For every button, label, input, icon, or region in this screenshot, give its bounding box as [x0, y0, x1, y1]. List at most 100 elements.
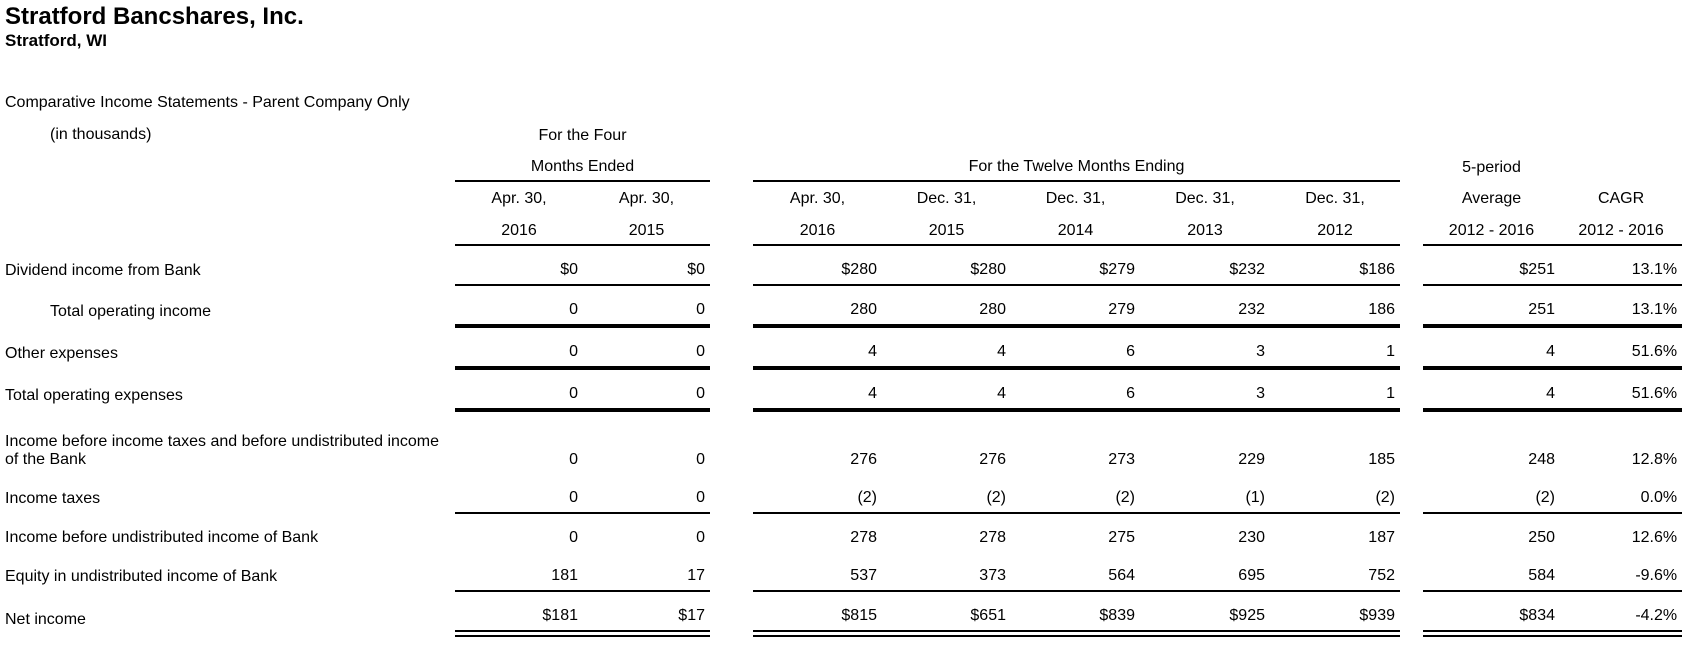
value-cell: $279 [1011, 657, 1140, 663]
value-cell: 4 [882, 326, 1011, 370]
column-header-year: 2016 [455, 212, 583, 246]
value-cell: 51.6% [1560, 326, 1682, 370]
empty-cell [0, 181, 455, 212]
column-header-year: 2012 [1270, 212, 1400, 246]
row-label: Total operating income [50, 303, 211, 321]
value-cell: $925 [1140, 591, 1270, 637]
value-cell: 229 [1238, 451, 1265, 469]
company-name: Stratford Bancshares, Inc. [5, 3, 304, 30]
column-gap [710, 285, 753, 326]
column-header-month: Dec. 31, [916, 190, 977, 208]
column-gap [710, 657, 753, 663]
value-cell: -4.2% [1560, 591, 1682, 637]
row-label: Cash dividends paid [0, 657, 455, 663]
value-cell: 4 [753, 326, 882, 370]
value-cell: $181 [455, 591, 583, 637]
value-cell: 0 [696, 451, 705, 469]
value-cell: 232 [1140, 285, 1270, 328]
value-cell: 564 [1011, 552, 1140, 592]
value-cell: $0 [455, 245, 583, 286]
value-cell: $279 [753, 657, 882, 663]
table-row: Net income $181 $17 $815 $651 $839 $925 $939 $83… [0, 591, 1682, 637]
column-gap [1400, 212, 1423, 245]
column-gap [710, 149, 753, 181]
value-cell: 0 [583, 368, 710, 412]
company-location: Stratford, WI [5, 31, 107, 50]
four-months-group-line1: For the Four [538, 127, 627, 145]
column-gap [710, 410, 753, 474]
twelve-months-group-label: For the Twelve Months Ending [753, 149, 1400, 182]
twelve-months-group-spacer [753, 117, 1400, 149]
column-header-month: Apr. 30, [491, 190, 547, 208]
table-row: Income taxes 0 0 (2) (2) (2) (1) (2) (2) 0.0% [0, 474, 1682, 514]
value-cell: $280 [753, 245, 882, 286]
value-cell: 1 [1270, 368, 1400, 412]
value-cell: 250 [1528, 529, 1555, 547]
table-row: Equity in undistributed income of Bank 18… [0, 552, 1682, 592]
value-cell: 275 [1108, 529, 1135, 547]
column-header-year: 2013 [1140, 212, 1270, 246]
value-cell: $280 [882, 245, 1011, 286]
column-header-month: Dec. 31, [1305, 190, 1365, 208]
row-label: Income before income taxes and before un… [5, 433, 440, 469]
column-gap [1400, 591, 1423, 634]
column-header-year-range: 2012 - 2016 [1560, 212, 1682, 246]
value-cell: $251 [1423, 245, 1560, 286]
value-cell: 6 [1011, 368, 1140, 412]
value-cell: 0 [455, 285, 583, 328]
value-cell: 3 [1140, 326, 1270, 370]
value-cell: 185 [1368, 451, 1395, 469]
value-cell: (1) [1140, 474, 1270, 514]
table-row: Income before undistributed income of Ba… [0, 513, 1682, 552]
column-header-month: Dec. 31, [1175, 190, 1235, 208]
empty-cell [1423, 117, 1560, 149]
value-cell: 373 [882, 552, 1011, 592]
value-cell: 273 [1108, 451, 1135, 469]
column-gap [1400, 368, 1423, 410]
value-cell: 251 [1423, 285, 1560, 328]
row-label: Total operating expenses [5, 387, 183, 405]
column-gap [1400, 117, 1423, 149]
value-cell: 0 [583, 285, 710, 328]
value-cell: 276 [979, 451, 1006, 469]
value-cell: $0 [583, 657, 710, 663]
value-cell: 4 [1423, 326, 1560, 370]
column-header-year-range: 2012 - 2016 [1423, 212, 1560, 246]
row-label: Income taxes [5, 490, 101, 508]
value-cell: $651 [882, 591, 1011, 637]
value-cell: 17 [583, 552, 710, 592]
value-cell: 279 [1011, 285, 1140, 328]
value-cell: $0 [583, 245, 710, 286]
spacer-row [0, 634, 1682, 658]
header-row-years: 2016 2015 2016 2015 2014 2013 2012 2012 … [0, 212, 1682, 246]
column-gap [710, 181, 753, 212]
column-header-average: Average [1461, 190, 1522, 208]
table-row: Total operating income 0 0 280 280 279 232 186 2… [0, 285, 1682, 328]
value-cell: $0 [455, 657, 583, 663]
statement-title-row: Comparative Income Statements - Parent C… [0, 86, 1682, 117]
value-cell: 0 [583, 474, 710, 514]
value-cell: (2) [882, 474, 1011, 514]
table-header: Comparative Income Statements - Parent C… [0, 86, 1682, 246]
value-cell: -9.6% [1560, 552, 1682, 592]
table-row: Dividend income from Bank $0 $0 $280 $280 $27… [0, 245, 1682, 286]
value-cell: 186 [1270, 285, 1400, 328]
header-row-group-top: (in thousands) For the Four [0, 117, 1682, 149]
row-label: Net income [5, 610, 86, 628]
value-cell: 0 [583, 326, 710, 370]
value-cell: (2) [1423, 474, 1560, 514]
row-label: Income before undistributed income of Ba… [5, 529, 319, 547]
column-gap [1400, 513, 1423, 552]
column-header-cagr: CAGR [1597, 190, 1645, 208]
table-row: Other expenses 0 0 4 4 6 3 1 4 51.6% [0, 326, 1682, 370]
value-cell: 4 [753, 368, 882, 412]
column-gap [1400, 657, 1423, 663]
value-cell: $815 [753, 591, 882, 637]
value-cell: 280 [753, 285, 882, 328]
value-cell: 12.6% [1631, 529, 1678, 547]
value-cell: 187 [1368, 529, 1395, 547]
column-header-month: Dec. 31, [1045, 190, 1106, 208]
value-cell: $839 [1011, 591, 1140, 637]
empty-cell [1560, 149, 1682, 181]
